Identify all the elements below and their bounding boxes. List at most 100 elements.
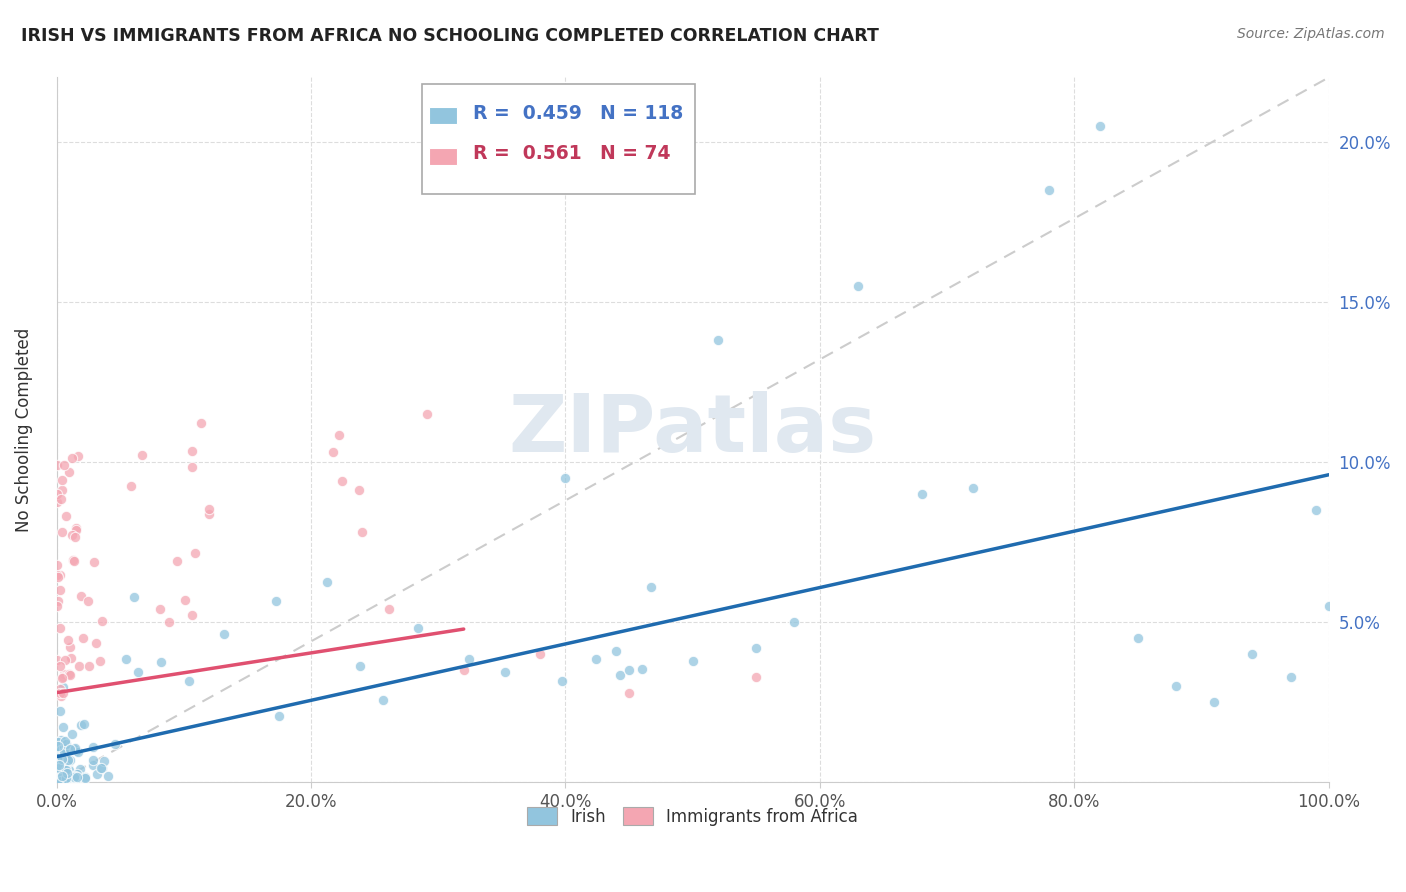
Point <box>551 674 574 689</box>
Point <box>630 662 652 676</box>
Point <box>49 582 72 597</box>
FancyBboxPatch shape <box>422 85 695 194</box>
Point <box>51 769 73 783</box>
Point <box>190 416 212 430</box>
Point <box>53 771 76 785</box>
Point <box>330 474 353 488</box>
Point <box>1279 670 1302 684</box>
Point <box>115 652 138 666</box>
Point <box>529 647 551 661</box>
Point <box>77 593 100 607</box>
Point <box>453 663 475 677</box>
Point <box>585 652 607 666</box>
Point <box>46 739 69 754</box>
Point <box>51 524 73 539</box>
Point <box>707 333 730 347</box>
Point <box>408 621 430 635</box>
Point <box>617 663 640 677</box>
Point <box>77 659 100 673</box>
Point <box>264 594 287 608</box>
Point <box>53 760 76 774</box>
Point <box>63 741 86 756</box>
Point <box>59 742 82 756</box>
Point <box>911 487 934 501</box>
Point <box>49 690 72 704</box>
Point <box>58 666 80 681</box>
Point <box>554 471 576 485</box>
Point <box>745 670 768 684</box>
Point <box>349 659 371 673</box>
Point <box>55 737 77 751</box>
Point <box>46 774 69 789</box>
Text: R =  0.561: R = 0.561 <box>472 145 581 163</box>
Point <box>84 636 107 650</box>
Point <box>1204 695 1226 709</box>
Point <box>52 758 75 772</box>
Point <box>53 458 76 472</box>
Point <box>55 509 77 524</box>
Point <box>458 651 481 665</box>
Point <box>55 764 77 778</box>
Point <box>66 770 89 784</box>
Point <box>73 717 96 731</box>
Point <box>66 450 89 464</box>
Point <box>55 771 77 785</box>
Legend: Irish, Immigrants from Africa: Irish, Immigrants from Africa <box>519 798 866 834</box>
Point <box>49 621 72 635</box>
Point <box>783 615 806 629</box>
Point <box>60 651 83 665</box>
Point <box>73 772 96 786</box>
Point <box>51 670 73 684</box>
Point <box>86 767 108 781</box>
Point <box>120 478 142 492</box>
Point <box>53 763 76 777</box>
Point <box>46 558 69 573</box>
Y-axis label: No Schooling Completed: No Schooling Completed <box>15 327 32 532</box>
Point <box>181 460 204 475</box>
Point <box>49 744 72 758</box>
Point <box>122 591 145 605</box>
Point <box>82 740 104 755</box>
Point <box>52 773 75 788</box>
Point <box>75 771 97 785</box>
Point <box>51 732 73 747</box>
Point <box>67 659 90 673</box>
Point <box>46 653 69 667</box>
Point <box>89 653 111 667</box>
Point <box>48 750 70 764</box>
Point <box>56 740 79 755</box>
Point <box>62 770 84 784</box>
Point <box>58 465 80 479</box>
Point <box>49 491 72 506</box>
Point <box>1088 119 1111 133</box>
Point <box>65 769 87 783</box>
Point <box>63 770 86 784</box>
Point <box>48 758 70 772</box>
Point <box>198 502 221 516</box>
Text: IRISH VS IMMIGRANTS FROM AFRICA NO SCHOOLING COMPLETED CORRELATION CHART: IRISH VS IMMIGRANTS FROM AFRICA NO SCHOO… <box>21 27 879 45</box>
Point <box>46 495 69 509</box>
Point <box>682 654 704 668</box>
Point <box>150 655 173 669</box>
Point <box>48 681 70 696</box>
Point <box>1241 647 1264 661</box>
Point <box>60 528 83 542</box>
Point <box>51 770 73 784</box>
Point <box>46 594 69 608</box>
Point <box>52 759 75 773</box>
Text: N = 74: N = 74 <box>600 145 671 163</box>
Point <box>65 530 87 544</box>
Point <box>1038 183 1060 197</box>
Point <box>63 742 86 756</box>
Text: N = 118: N = 118 <box>600 103 683 122</box>
Point <box>62 553 84 567</box>
Point <box>166 553 188 567</box>
Point <box>617 685 640 699</box>
Point <box>82 758 104 772</box>
Point <box>51 671 73 685</box>
Point <box>69 762 91 776</box>
Point <box>93 754 115 768</box>
Bar <box>429 148 457 165</box>
Point <box>97 769 120 783</box>
Point <box>65 772 87 787</box>
